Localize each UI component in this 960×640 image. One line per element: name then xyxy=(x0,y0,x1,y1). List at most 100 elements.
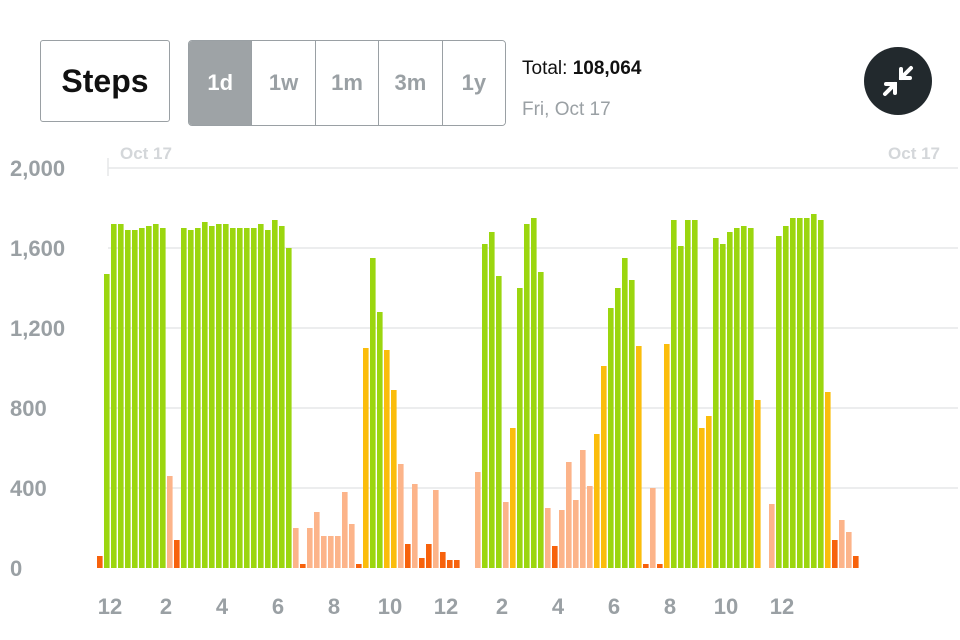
bar xyxy=(755,400,761,568)
bar xyxy=(643,564,649,568)
bar xyxy=(629,280,635,568)
bar xyxy=(342,492,348,568)
bar xyxy=(678,246,684,568)
bar xyxy=(846,532,852,568)
bar xyxy=(559,510,565,568)
bar xyxy=(384,350,390,568)
bar xyxy=(720,244,726,568)
bar xyxy=(671,220,677,568)
bar xyxy=(790,218,796,568)
bar xyxy=(258,224,264,568)
bar xyxy=(524,224,530,568)
bar xyxy=(195,228,201,568)
bar xyxy=(545,508,551,568)
bar xyxy=(251,228,257,568)
bar xyxy=(804,218,810,568)
bar xyxy=(741,226,747,568)
range-selector: 1d 1w 1m 3m 1y xyxy=(188,40,506,126)
bar xyxy=(580,450,586,568)
x-tick-label: 4 xyxy=(552,594,565,619)
bar xyxy=(244,228,250,568)
bar xyxy=(111,224,117,568)
bar xyxy=(398,464,404,568)
bar xyxy=(391,390,397,568)
y-tick-label: 2,000 xyxy=(10,156,65,181)
bar xyxy=(587,486,593,568)
bar xyxy=(650,488,656,568)
x-tick-label: 8 xyxy=(664,594,676,619)
bar xyxy=(776,236,782,568)
bar xyxy=(125,230,131,568)
bar xyxy=(699,428,705,568)
bar xyxy=(503,502,509,568)
bar xyxy=(321,536,327,568)
bar xyxy=(181,228,187,568)
x-tick-label: 6 xyxy=(272,594,284,619)
bar xyxy=(237,228,243,568)
total-value: 108,064 xyxy=(572,58,642,79)
bar xyxy=(692,220,698,568)
bar xyxy=(363,348,369,568)
bar xyxy=(216,224,222,568)
bar xyxy=(748,228,754,568)
bar xyxy=(454,560,460,568)
x-tick-label: 12 xyxy=(434,594,458,619)
y-tick-label: 800 xyxy=(10,396,47,421)
bar xyxy=(825,392,831,568)
x-tick-label: 10 xyxy=(714,594,738,619)
bar xyxy=(293,528,299,568)
bar xyxy=(769,504,775,568)
bar xyxy=(286,248,292,568)
bar xyxy=(370,258,376,568)
bar xyxy=(174,540,180,568)
bar xyxy=(419,558,425,568)
bar xyxy=(412,484,418,568)
x-tick-label: 2 xyxy=(160,594,172,619)
range-1w-button[interactable]: 1w xyxy=(252,41,316,125)
x-tick-label: 12 xyxy=(98,594,122,619)
bar xyxy=(797,218,803,568)
bar xyxy=(489,232,495,568)
bar xyxy=(167,476,173,568)
bar xyxy=(517,288,523,568)
range-1d-button[interactable]: 1d xyxy=(189,41,253,125)
bar xyxy=(622,258,628,568)
bar xyxy=(335,536,341,568)
bar xyxy=(475,472,481,568)
bar xyxy=(811,214,817,568)
x-tick-label: 6 xyxy=(608,594,620,619)
bar xyxy=(664,344,670,568)
bar xyxy=(146,226,152,568)
bar xyxy=(279,226,285,568)
total-steps: Total: 108,064 xyxy=(522,58,641,80)
bar xyxy=(300,564,306,568)
bar xyxy=(496,276,502,568)
bar xyxy=(713,238,719,568)
bar xyxy=(223,224,229,568)
metric-selector-button[interactable]: Steps xyxy=(40,40,170,122)
bar xyxy=(615,288,621,568)
range-1m-button[interactable]: 1m xyxy=(315,41,380,125)
bar xyxy=(377,312,383,568)
x-axis-ticks: 12 2 4 6 8 10 12 2 4 6 8 10 12 xyxy=(98,594,794,619)
bar xyxy=(566,462,572,568)
bar xyxy=(314,512,320,568)
bar xyxy=(531,218,537,568)
y-tick-label: 1,600 xyxy=(10,236,65,261)
bar xyxy=(356,564,362,568)
range-1y-button[interactable]: 1y xyxy=(442,41,505,125)
bar xyxy=(657,564,663,568)
bar xyxy=(608,308,614,568)
y-tick-label: 0 xyxy=(10,556,22,581)
bar xyxy=(349,524,355,568)
bar xyxy=(601,366,607,568)
bar xyxy=(307,528,313,568)
y-tick-label: 400 xyxy=(10,476,47,501)
bar xyxy=(447,560,453,568)
range-3m-button[interactable]: 3m xyxy=(379,41,443,125)
collapse-button[interactable] xyxy=(864,47,932,115)
x-tick-label: 12 xyxy=(770,594,794,619)
bar xyxy=(552,546,558,568)
bar xyxy=(426,544,432,568)
